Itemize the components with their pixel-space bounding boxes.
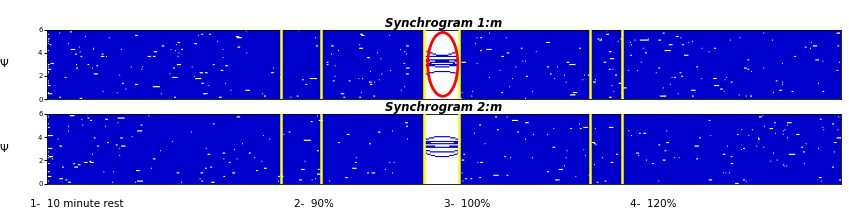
Text: 4-  120%: 4- 120% xyxy=(631,199,677,209)
Text: 1-  10 minute rest: 1- 10 minute rest xyxy=(30,199,123,209)
Title: Synchrogram 1:m: Synchrogram 1:m xyxy=(385,16,503,30)
Text: 3-  100%: 3- 100% xyxy=(444,199,490,209)
Title: Synchrogram 2:m: Synchrogram 2:m xyxy=(385,101,503,114)
Text: $\Psi$: $\Psi$ xyxy=(0,142,9,154)
Text: 2-  90%: 2- 90% xyxy=(295,199,334,209)
Text: $\Psi$: $\Psi$ xyxy=(0,57,9,69)
